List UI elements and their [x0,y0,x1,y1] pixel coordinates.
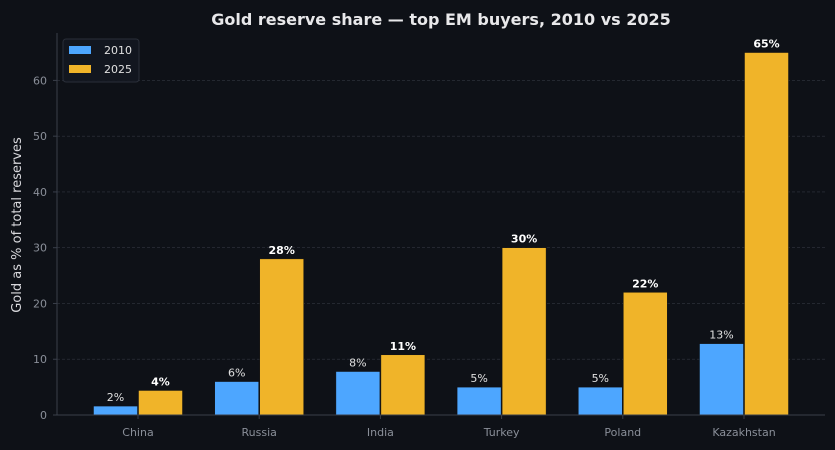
bars [93,52,789,416]
data-label: 28% [269,244,295,257]
y-tick-label: 60 [33,74,47,87]
bar [456,386,502,416]
data-label: 5% [592,372,609,385]
bar [259,258,304,416]
bar [93,405,138,416]
data-label: 65% [753,38,779,51]
y-tick-label: 40 [33,186,47,199]
data-label: 22% [632,277,658,290]
legend-swatch [69,46,91,54]
chart-title: Gold reserve share — top EM buyers, 2010… [211,10,671,29]
y-axis-label: Gold as % of total reserves [10,137,25,313]
y-tick-label: 50 [33,130,47,143]
bar [699,343,744,416]
bar [623,292,668,416]
y-tick-label: 30 [33,242,47,255]
data-label: 13% [709,329,733,342]
x-tick-label: Poland [604,426,641,439]
data-label: 5% [470,372,487,385]
legend-label: 2010 [104,44,132,57]
legend-label: 2025 [104,63,132,76]
data-label: 30% [511,233,537,246]
bar [380,354,426,416]
data-label: 11% [390,340,416,353]
x-tick-label: Kazakhstan [712,426,775,439]
data-label: 6% [228,367,245,380]
data-label: 4% [151,375,170,388]
y-tick-label: 20 [33,297,47,310]
axes: 0 10 20 30 40 50 60 China Russia India Turkey Polan… [33,33,825,439]
data-label: 2% [107,391,124,404]
x-tick-label: India [367,426,394,439]
grid-lines [57,80,825,360]
y-tick-label: 0 [40,409,47,422]
x-tick-label: Turkey [483,426,520,439]
bar [335,371,381,416]
data-label: 8% [349,357,366,370]
bar [744,52,789,416]
bar [578,386,623,416]
legend: 2010 2025 [62,38,140,83]
y-tick-label: 10 [33,353,47,366]
x-tick-label: China [122,426,153,439]
bar [138,390,183,416]
x-tick-label: Russia [242,426,277,439]
bar [501,247,547,416]
data-labels: 2% 6% 8% 5% 5% 13% 4% 28% 11% 30% 22% 65% [107,38,780,405]
bar [214,381,259,416]
legend-swatch [69,65,91,73]
